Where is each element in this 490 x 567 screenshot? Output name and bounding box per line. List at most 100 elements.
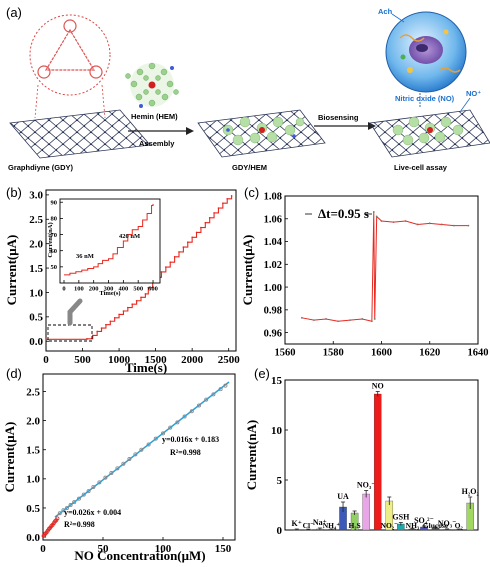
plot-c-point [300,316,303,319]
plot-d-point [121,461,126,466]
plot-e-ytick-label: 10 [271,425,283,437]
plot-b-point [86,338,88,340]
plot-c-series-line [301,211,469,322]
plot-b-point [131,303,134,305]
plot-b-ytick-label: 2.0 [29,239,43,251]
inset-xtick-label: 400 [118,286,128,293]
plot-b-point [222,202,224,204]
plot-b-point [45,338,47,341]
plot-b-point [230,195,233,197]
plot-b-point [135,299,138,302]
inset-frame [59,198,161,284]
plot-c-point [428,222,431,225]
panel-d-label: (d) [6,366,22,381]
plot-c-ytick-label: 1.04 [264,237,283,248]
plot-e-label-above: NO₃⁻ [438,519,457,528]
plot-e-ytick-label: 5 [277,475,283,487]
plot-d-point [86,489,91,494]
plot-c-xtick-label: 1600 [371,348,392,359]
plot-b-ylabel: Current(μA) [4,235,19,306]
plot-e-frame [284,379,479,531]
plot-d-point [77,496,82,501]
live-cell-clusters [392,116,464,146]
plot-b-point [100,327,103,329]
plot-c-ytick-label: 0.98 [264,306,282,317]
plot-d-xlabel: NO Concentration(μM) [74,548,205,563]
zoom-region [47,324,93,342]
plot-c-point [372,211,375,213]
plot-c-annotation: Δt=0.95 s [318,206,369,221]
label-gdy-hem: GDY/HEM [232,163,267,172]
plot-e-label-above: K⁺ [292,519,302,528]
plot-b-frame [45,189,237,352]
plot-d-point [196,403,201,408]
label-nitric-oxide: Nitric oxide (NO) [395,94,455,103]
plot-b-point [113,317,116,319]
live-cell-sheet [369,109,490,158]
assembly-arrowhead [186,127,194,135]
inset-xtick-label: 500 [133,286,143,293]
plot-b-xlabel: Time(s) [125,360,167,375]
plot-e-label-above: Na⁺ [313,518,327,527]
plot-c-point [337,320,339,323]
plot-d-point [204,397,209,402]
plot-c-ytick-label: 0.96 [264,328,282,339]
plot-d-point [223,383,228,388]
plot-b-point [213,212,215,214]
plot-c-point [404,220,407,222]
plot-e-label-below: Cl⁻ [303,521,315,530]
plot-d-point [139,447,144,452]
plot-c-ytick-label: 1.06 [264,214,282,225]
plot-c-xtick-label: 1620 [419,348,440,359]
inset-xtick-label: 200 [89,286,99,293]
plot-d-point [133,452,138,457]
plot-e-label-above: H₂O₂ [462,487,480,496]
label-hemin: Hemin (HEM) [131,112,178,121]
gdy-sheet [9,109,151,159]
plot-b-point [140,296,142,299]
plot-b-xtick-label: 1500 [145,354,168,366]
plot-e-label-below: H₂S [348,521,360,530]
plot-c-point [380,220,383,222]
fit-high-line [54,381,230,518]
plot-b-ytick-label: 0.5 [29,312,43,324]
plot-e-ylabel: Current(nA) [244,420,259,491]
plot-b-ytick-label: 1.5 [29,263,43,275]
plot-d-ytick-label: 1.5 [26,445,40,457]
plot-b-point [208,217,211,219]
plot-b-xtick-label: 2000 [181,354,204,366]
plot-d-ytick-label: 1.0 [26,474,40,486]
plot-d-ytick-label: 0.5 [26,503,40,515]
plot-b-point [169,261,172,264]
inset-annotation-420nm: 420 nM [119,233,140,240]
plot-e-ytick-label: 15 [271,375,283,387]
plot-e-label-below: NH₄⁺ [323,521,340,530]
plot-b-point [173,256,176,258]
panel-e: (e) 0 5 10 15 K⁺ Cl⁻Na⁺NH₄⁺ UA H₂S NO₃⁻ NO NO₂⁻GS… [244,366,479,537]
inset-ytick-label: 70 [51,232,58,239]
plot-c-xtick-label: 1560 [275,348,296,359]
plot-b-point [91,334,94,337]
plot-c-ytick-label: 1.08 [264,192,282,203]
plot-d-point [160,431,165,436]
plot-b-ytick-label: 0.0 [29,336,43,348]
plot-d-point [91,484,96,489]
plot-e-label-above: SO₄²⁻ [414,516,434,525]
plot-d-point [61,508,66,513]
inset-xtick-label: 300 [104,286,114,293]
inset-xtick-label: 100 [74,286,84,293]
plot-b-point [204,221,207,224]
plot-b-point [118,313,120,316]
plot-e-label-below: NH₃ [406,521,420,530]
plot-d-point [68,503,73,508]
plot-b-point [165,266,167,268]
plot-e-label-above: GSH [392,513,410,522]
plot-b-point [178,251,180,253]
plot-d-xtick-label: 150 [215,543,232,555]
plot-d-xtick-label: 100 [155,543,172,555]
plot-c-point [392,221,395,224]
plot-d-ytick-label: 2.5 [26,386,40,398]
plot-b-point [127,306,129,309]
fit-high-r2: R²=0.998 [170,448,201,457]
